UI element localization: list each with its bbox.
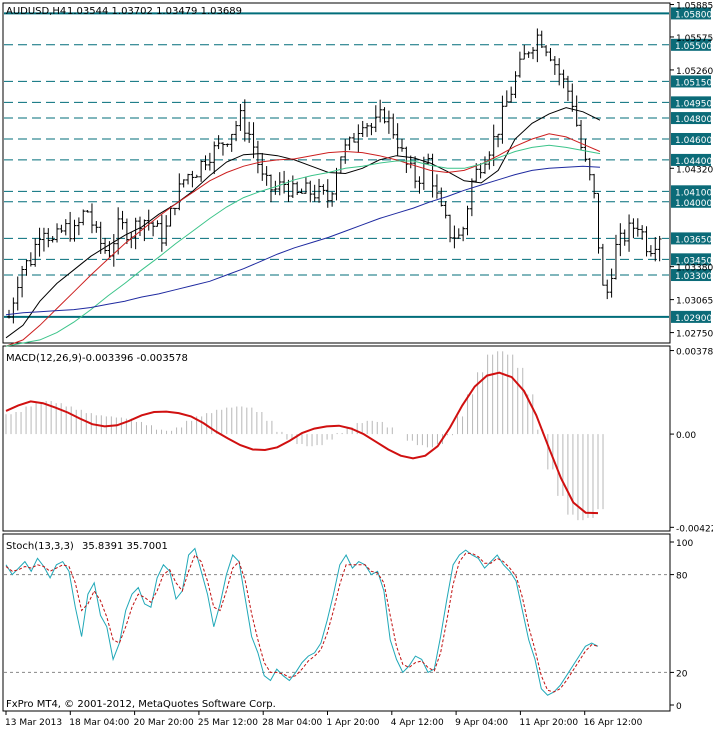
time-axis-label: 20 Mar 20:00	[134, 718, 194, 728]
symbol-label: AUDUSD,H4	[6, 6, 66, 17]
stoch-axis-label: 0	[676, 702, 682, 712]
price-tag	[671, 153, 711, 166]
stoch-title: Stoch(13,3,3)	[6, 541, 74, 552]
copyright-text: FxPro MT4, © 2001-2012, MetaQuotes Softw…	[6, 699, 276, 710]
price-panel	[4, 12, 669, 347]
price-tag	[671, 195, 711, 208]
price-axis-label: 1.05260	[676, 67, 713, 77]
price-tag-label: 1.04400	[675, 157, 712, 167]
price-tag	[671, 253, 711, 266]
ma-fast-line	[5, 107, 601, 339]
time-axis-label: 1 Apr 20:00	[327, 718, 380, 728]
price-axis-label: 1.04320	[676, 165, 713, 175]
price-tag	[671, 112, 711, 125]
price-axis-label: 1.05885	[676, 2, 713, 12]
price-tag-label: 1.03650	[675, 235, 712, 245]
macd-panel-frame	[2, 345, 671, 532]
ma-long-line	[5, 165, 601, 316]
stoch-axis-label: 20	[676, 669, 688, 679]
price-tag	[671, 38, 711, 51]
price-tag-label: 1.04950	[675, 99, 712, 109]
price-tag-label: 1.04600	[675, 136, 712, 146]
price-tag	[671, 310, 711, 323]
price-tag	[671, 7, 711, 20]
stoch-main-line	[5, 547, 599, 696]
time-axis-label: 18 Mar 04:00	[69, 718, 129, 728]
stoch-panel	[4, 547, 669, 696]
price-tag-label: 1.05800	[675, 10, 712, 20]
stoch-axis-label: 100	[676, 539, 693, 549]
time-axis-label: 25 Mar 12:00	[198, 718, 258, 728]
price-tag	[671, 132, 711, 145]
time-axis-label: 13 Mar 2013	[5, 718, 62, 728]
price-tag	[671, 185, 711, 198]
price-axis-label: 1.05575	[676, 34, 713, 44]
ohlc-readout: 1.03544 1.03702 1.03479 1.03689	[67, 6, 242, 17]
macd-signal-line	[5, 371, 599, 515]
macd-axis-label: 0.00	[676, 431, 696, 441]
price-tag-label: 1.04000	[675, 199, 712, 209]
time-axis-label: 28 Mar 04:00	[262, 718, 322, 728]
stoch-axis-label: 80	[676, 572, 688, 582]
ma-mid-line	[5, 144, 601, 347]
price-tag-label: 1.04800	[675, 115, 712, 125]
price-tag-label: 1.05150	[675, 78, 712, 88]
stoch-signal-line	[5, 552, 599, 693]
time-axis-label: 9 Apr 04:00	[455, 718, 508, 728]
price-tag-label: 1.03450	[675, 256, 712, 266]
price-axis-label: 1.02750	[676, 330, 713, 340]
price-tag-label: 1.04100	[675, 188, 712, 198]
macd-title: MACD(12,26,9)	[6, 353, 82, 364]
stoch-panel-frame	[2, 533, 671, 712]
macd-values: -0.003396 -0.003578	[82, 353, 188, 364]
stoch-values: 35.8391 35.7001	[82, 541, 168, 552]
axis-labels: 1.05800 1.05500 1.05150 1.04950 1.04800 1.046…	[5, 2, 713, 728]
price-tag-label: 1.02900	[675, 314, 712, 324]
price-tag	[671, 232, 711, 245]
price-tag	[671, 96, 711, 109]
time-axis-label: 4 Apr 12:00	[391, 718, 444, 728]
macd-axis-label: -0.004224	[676, 524, 713, 534]
price-axis-label: 1.03065	[676, 297, 713, 307]
price-tag	[671, 75, 711, 88]
ma-slow-line	[5, 133, 601, 347]
macd-axis-label: 0.003784	[676, 348, 713, 358]
price-axis-label: 1.03380	[676, 264, 713, 274]
time-axis-label: 11 Apr 20:00	[519, 718, 578, 728]
price-tag	[671, 269, 711, 282]
price-tag-label: 1.03300	[675, 272, 712, 282]
time-axis-label: 16 Apr 12:00	[584, 718, 643, 728]
macd-panel	[5, 351, 604, 521]
price-tag-label: 1.05500	[675, 42, 712, 52]
